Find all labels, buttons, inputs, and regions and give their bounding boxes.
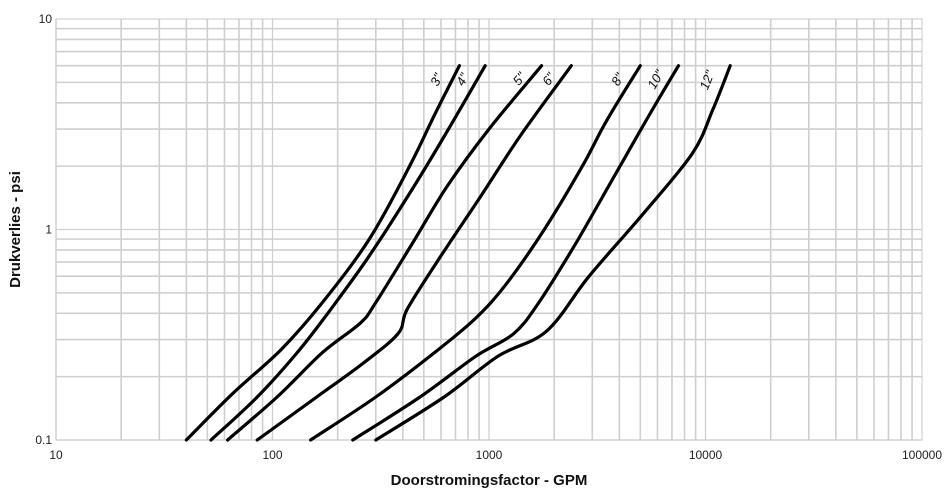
series-line [184, 64, 461, 442]
x-tick-label: 10 [49, 448, 63, 462]
series-line [255, 64, 573, 442]
series-line [374, 64, 732, 442]
x-tick-labels: 10 100 1000 10000 100000 [49, 448, 942, 462]
y-tick-labels: 0.1 1 10 [35, 12, 52, 447]
series-line [309, 64, 642, 442]
series-label: 3" [427, 70, 446, 89]
grid [55, 19, 922, 441]
x-tick-label: 100000 [902, 448, 942, 462]
series-lines [184, 64, 732, 442]
x-axis-label: Doorstromingsfactor - GPM [391, 472, 588, 489]
series-label: 8" [608, 69, 628, 88]
series-line [351, 64, 681, 442]
series-line [209, 64, 487, 442]
y-axis-label: Drukverlies - psi [7, 171, 24, 288]
y-tick-label: 1 [45, 223, 52, 237]
series-label: 12" [697, 67, 718, 92]
plot-frame [55, 18, 923, 441]
series-line [226, 64, 544, 442]
y-tick-label: 0.1 [35, 433, 52, 447]
x-tick-label: 1000 [476, 448, 503, 462]
y-tick-label: 10 [39, 12, 53, 26]
x-tick-label: 100 [262, 448, 282, 462]
x-tick-label: 10000 [689, 448, 723, 462]
